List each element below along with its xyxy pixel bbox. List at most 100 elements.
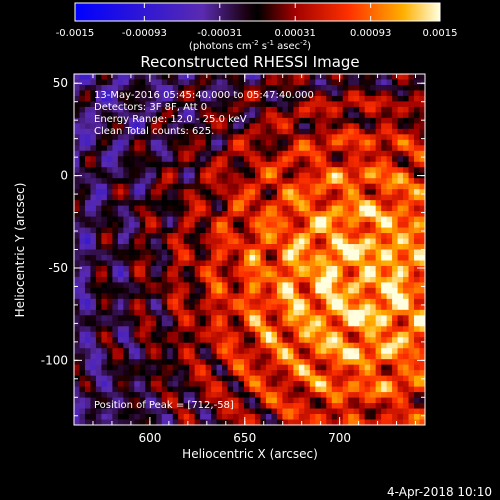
heatmap-cell — [359, 95, 366, 102]
heatmap-cell — [304, 145, 311, 152]
heatmap-cell — [194, 304, 201, 311]
heatmap-cell — [414, 90, 420, 97]
heatmap-cell — [342, 150, 349, 157]
heatmap-cell — [227, 282, 234, 289]
heatmap-cell — [249, 123, 256, 130]
heatmap-cell — [178, 282, 185, 289]
heatmap-cell — [106, 408, 113, 415]
heatmap-cell — [145, 200, 152, 207]
heatmap-cell — [112, 244, 119, 250]
heatmap-cell — [287, 227, 294, 234]
heatmap-cell — [189, 342, 196, 349]
heatmap-cell — [298, 386, 305, 393]
heatmap-cell — [419, 156, 426, 163]
heatmap-cell — [244, 414, 250, 420]
heatmap-cell — [331, 222, 338, 228]
heatmap-cell — [194, 183, 201, 190]
heatmap-cell — [271, 392, 278, 398]
heatmap-cell — [386, 386, 393, 393]
heatmap-cell — [309, 189, 316, 196]
heatmap-cell — [161, 408, 168, 415]
heatmap-cell — [254, 309, 261, 316]
heatmap-cell — [172, 145, 179, 152]
heatmap-cell — [348, 101, 355, 108]
heatmap-cell — [233, 414, 239, 420]
heatmap-cell — [293, 227, 300, 234]
heatmap-cell — [249, 386, 256, 393]
heatmap-cell — [167, 304, 174, 311]
heatmap-cell — [419, 233, 426, 239]
heatmap-cell — [145, 211, 152, 217]
heatmap-cell — [79, 282, 86, 289]
heatmap-cell — [216, 238, 223, 245]
heatmap-cell — [326, 293, 333, 300]
heatmap-cell — [183, 309, 190, 316]
heatmap-cell — [227, 227, 234, 234]
heatmap-cell — [287, 254, 294, 261]
heatmap-cell — [353, 106, 360, 113]
heatmap-cell — [216, 194, 223, 201]
heatmap-cell — [216, 117, 223, 124]
heatmap-cell — [79, 156, 86, 163]
heatmap-cell — [249, 189, 256, 196]
heatmap-cell — [304, 200, 311, 207]
heatmap-cell — [386, 271, 393, 278]
heatmap-cell — [353, 211, 360, 217]
heatmap-cell — [337, 183, 344, 190]
heatmap-cell — [161, 414, 168, 420]
heatmap-cell — [249, 381, 256, 388]
heatmap-cell — [205, 178, 212, 185]
heatmap-cell — [189, 189, 196, 196]
heatmap-cell — [348, 90, 355, 97]
heatmap-cell — [392, 74, 398, 80]
heatmap-cell — [359, 249, 366, 256]
heatmap-cell — [74, 271, 80, 278]
heatmap-cell — [128, 216, 135, 223]
heatmap-cell — [342, 211, 349, 217]
heatmap-cell — [304, 106, 311, 113]
heatmap-cell — [95, 287, 102, 294]
heatmap-cell — [287, 216, 294, 223]
heatmap-cell — [238, 386, 245, 393]
heatmap-cell — [156, 353, 163, 360]
heatmap-cell — [403, 134, 409, 141]
heatmap-cell — [260, 249, 267, 256]
heatmap-cell — [414, 233, 420, 239]
heatmap-cell — [408, 244, 415, 250]
heatmap-cell — [254, 117, 261, 124]
heatmap-cell — [375, 364, 382, 371]
heatmap-cell — [320, 309, 327, 316]
heatmap-cell — [211, 364, 217, 371]
heatmap-cell — [320, 414, 327, 420]
heatmap-cell — [315, 145, 322, 152]
heatmap-cell — [298, 260, 305, 267]
heatmap-cell — [370, 156, 377, 163]
heatmap-cell — [84, 260, 91, 267]
heatmap-cell — [414, 134, 420, 141]
heatmap-cell — [260, 353, 267, 360]
heatmap-cell — [282, 222, 289, 228]
heatmap-cell — [282, 419, 289, 426]
heatmap-cell — [150, 381, 157, 388]
heatmap-cell — [216, 298, 223, 305]
heatmap-cell — [90, 276, 97, 283]
heatmap-cell — [227, 139, 234, 146]
heatmap-cell — [79, 315, 86, 322]
heatmap-cell — [419, 79, 426, 86]
heatmap-cell — [309, 249, 316, 256]
heatmap-cell — [386, 254, 393, 261]
heatmap-cell — [271, 189, 278, 196]
heatmap-cell — [134, 200, 141, 207]
heatmap-cell — [309, 145, 316, 152]
heatmap-cell — [90, 375, 97, 382]
heatmap-cell — [167, 287, 174, 294]
heatmap-cell — [397, 79, 404, 86]
heatmap-cell — [79, 265, 86, 272]
heatmap-cell — [364, 348, 371, 355]
heatmap-cell — [205, 276, 212, 283]
heatmap-cell — [200, 150, 207, 157]
heatmap-cell — [244, 167, 250, 174]
heatmap-cell — [222, 408, 228, 415]
heatmap-cell — [348, 200, 355, 207]
heatmap-cell — [293, 320, 300, 327]
